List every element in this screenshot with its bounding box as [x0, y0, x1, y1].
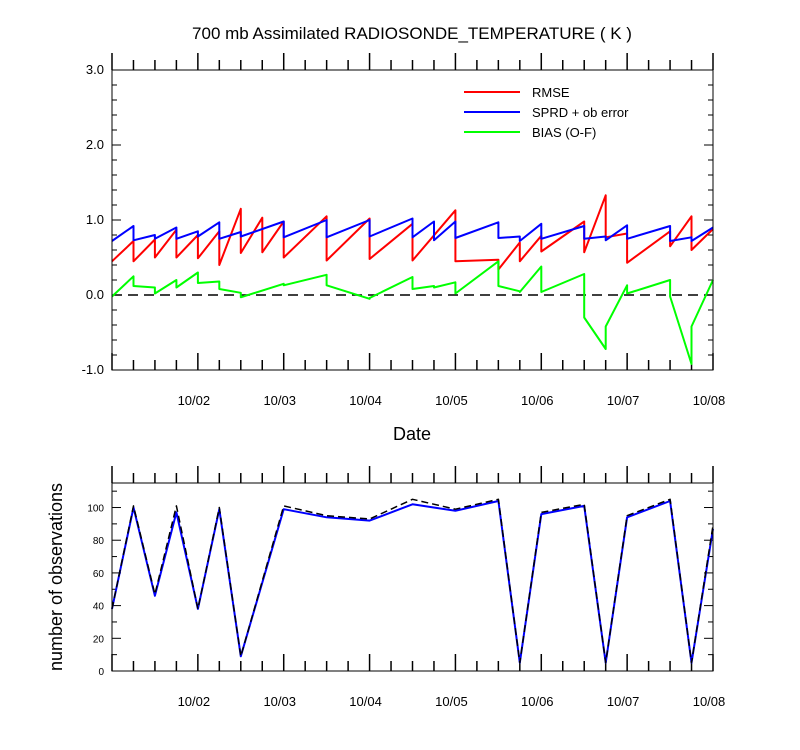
- bottom-plot-frame: [111, 482, 714, 672]
- x-tick-label: 10/06: [521, 393, 554, 408]
- y-tick-label: 40: [93, 602, 105, 613]
- x-tick-label: 10/02: [178, 694, 211, 709]
- legend-label: SPRD + ob error: [532, 105, 629, 120]
- y-tick-label: 1.0: [86, 212, 104, 227]
- top-plot-frame: [111, 69, 714, 371]
- y-axis-title-observations: number of observations: [46, 483, 66, 671]
- top-series: [111, 194, 714, 365]
- x-axis-title: Date: [393, 424, 431, 444]
- y-tick-label: 80: [93, 536, 105, 547]
- x-tick-label: 10/04: [349, 694, 382, 709]
- chart-title: 700 mb Assimilated RADIOSONDE_TEMPERATUR…: [192, 24, 632, 43]
- y-tick-label: 0: [98, 667, 104, 678]
- x-tick-label: 10/08: [693, 393, 726, 408]
- x-tick-label: 10/02: [178, 393, 211, 408]
- series-line-bias-o-f: [111, 260, 714, 365]
- y-tick-label: -1.0: [82, 362, 104, 377]
- top-x-tick-labels: 10/02 10/03 10/04 10/05 10/06 10/07 10/08: [178, 393, 726, 408]
- top-y-tick-labels: -1.0 0.0 1.0 2.0 3.0: [82, 62, 104, 377]
- bottom-series: [111, 498, 714, 664]
- x-tick-label: 10/07: [607, 393, 640, 408]
- series-line-observations-total: [111, 498, 714, 664]
- bottom-y-tick-labels: 0 20 40 60 80 100: [87, 504, 104, 678]
- legend-label: RMSE: [532, 85, 570, 100]
- legend-label: BIAS (O-F): [532, 125, 596, 140]
- y-tick-label: 3.0: [86, 62, 104, 77]
- y-tick-label: 20: [93, 634, 105, 645]
- x-tick-label: 10/04: [349, 393, 382, 408]
- bottom-x-tick-labels: 10/02 10/03 10/04 10/05 10/06 10/07 10/08: [178, 694, 726, 709]
- x-tick-label: 10/06: [521, 694, 554, 709]
- x-tick-label: 10/08: [693, 694, 726, 709]
- y-tick-label: 100: [87, 504, 104, 515]
- y-tick-label: 60: [93, 569, 105, 580]
- x-tick-label: 10/03: [263, 694, 296, 709]
- top-chart: 700 mb Assimilated RADIOSONDE_TEMPERATUR…: [82, 24, 726, 444]
- x-tick-label: 10/07: [607, 694, 640, 709]
- legend: RMSE SPRD + ob error BIAS (O-F): [464, 85, 629, 140]
- y-tick-label: 2.0: [86, 137, 104, 152]
- top-ticks: [111, 53, 714, 371]
- y-tick-label: 0.0: [86, 287, 104, 302]
- bottom-ticks: [111, 466, 714, 672]
- x-tick-label: 10/03: [263, 393, 296, 408]
- x-tick-label: 10/05: [435, 694, 468, 709]
- x-tick-label: 10/05: [435, 393, 468, 408]
- series-line-sprd-ob-error: [111, 217, 714, 242]
